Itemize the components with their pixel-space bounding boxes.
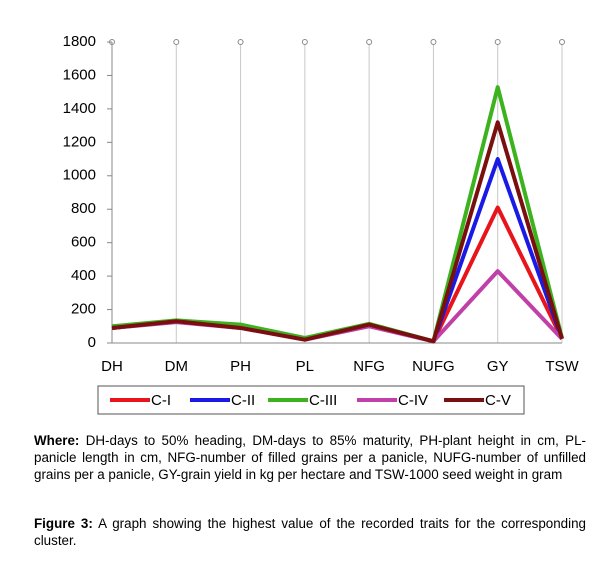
- legend-label: C-V: [485, 392, 511, 409]
- grid-cap: [430, 39, 437, 45]
- legend-label: C-I: [151, 392, 171, 409]
- grid-cap: [301, 39, 308, 45]
- x-tick-label: DM: [165, 358, 188, 375]
- x-tick-label: PH: [230, 358, 251, 375]
- y-tick-label: 1000: [63, 167, 96, 184]
- series-line: [111, 120, 564, 344]
- grid-cap: [173, 39, 180, 45]
- legend-label: C-II: [231, 392, 255, 409]
- y-tick-label: 0: [88, 334, 96, 351]
- caption-where-label: Where:: [34, 433, 80, 448]
- grid-cap: [237, 39, 244, 45]
- chart: DH DM PH PL NFG NUFG GY TSW 0 200 400 600 800 1000 120…: [63, 33, 580, 415]
- legend-label: C-III: [309, 392, 337, 409]
- caption-figure-label: Figure 3:: [34, 516, 93, 531]
- x-tick-label: TSW: [545, 358, 579, 375]
- series-line: [111, 157, 564, 344]
- y-tick-label: 600: [71, 234, 96, 251]
- y-tick-label: 1800: [63, 33, 96, 50]
- grid-cap: [366, 39, 373, 45]
- y-tick-label: 800: [71, 200, 96, 217]
- caption-figure-text: A graph showing the highest value of the…: [34, 516, 586, 548]
- y-tick-label: 1600: [63, 66, 96, 83]
- y-tick-label: 400: [71, 267, 96, 284]
- legend-label: C-IV: [398, 392, 428, 409]
- y-tick-label: 200: [71, 301, 96, 318]
- x-tick-label: DH: [101, 358, 123, 375]
- caption-where-text: DH-days to 50% heading, DM-days to 85% m…: [34, 433, 586, 482]
- grid-cap: [494, 39, 501, 45]
- x-tick-label: NFG: [353, 358, 385, 375]
- caption-where: Where: DH-days to 50% heading, DM-days t…: [34, 432, 586, 483]
- caption-figure: Figure 3: A graph showing the highest va…: [34, 515, 586, 549]
- x-tick-label: NUFG: [412, 358, 455, 375]
- y-tick-label: 1400: [63, 100, 96, 117]
- y-tick-label: 1200: [63, 133, 96, 150]
- x-tick-label: PL: [296, 358, 314, 375]
- grid-cap: [559, 39, 565, 45]
- x-tick-label: GY: [487, 358, 509, 375]
